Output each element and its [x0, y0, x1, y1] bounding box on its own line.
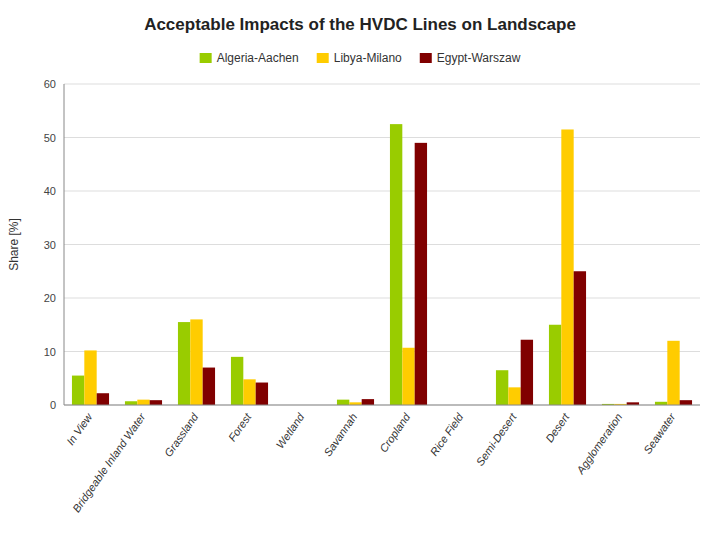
y-tick-label: 50 [44, 132, 56, 144]
bar [496, 370, 508, 405]
bar [137, 400, 149, 405]
bar [667, 341, 679, 405]
x-tick-label: Semi-Desert [474, 410, 519, 468]
bar [125, 401, 137, 405]
bar [574, 271, 586, 405]
legend-swatch [317, 53, 329, 63]
x-tick-label: Seawater [641, 410, 678, 456]
legend: Algeria-Aachen Libya-Milano Egypt-Warszaw [200, 51, 521, 65]
grid-line [64, 84, 700, 85]
bar [362, 399, 374, 405]
y-tick-label: 10 [44, 346, 56, 358]
bar [415, 143, 427, 405]
grid-line [64, 298, 700, 299]
x-axis-line [64, 405, 700, 406]
y-tick-label: 30 [44, 239, 56, 251]
bar [402, 348, 414, 405]
x-tick-label: Forest [226, 410, 254, 443]
legend-item: Libya-Milano [317, 51, 402, 65]
bar [178, 322, 190, 405]
x-tick-label: Desert [543, 410, 572, 444]
bar [231, 357, 243, 405]
bar [72, 376, 84, 405]
bar [150, 400, 162, 405]
y-axis-label: Share [%] [7, 218, 21, 271]
grid-line [64, 137, 700, 138]
bar [390, 124, 402, 405]
legend-item: Algeria-Aachen [200, 51, 299, 65]
x-tick-label: Bridgeable Inland Water [70, 410, 148, 514]
grid-line [64, 244, 700, 245]
bar [190, 319, 202, 405]
grid-line [64, 191, 700, 192]
title: Acceptable Impacts of the HVDC Lines on … [144, 15, 576, 34]
y-tick-label: 20 [44, 292, 56, 304]
bar [243, 379, 255, 405]
x-tick-label: Wetland [274, 410, 307, 450]
x-tick-label: Agglomeration [573, 411, 624, 477]
bar [549, 325, 561, 405]
bar [97, 393, 109, 405]
y-tick-label: 60 [44, 78, 56, 90]
bar [256, 383, 268, 405]
y-tick-label: 40 [44, 185, 56, 197]
legend-label: Egypt-Warszaw [437, 51, 521, 65]
x-tick-label: Savannah [321, 411, 359, 458]
chart: Acceptable Impacts of the HVDC Lines on … [0, 0, 720, 540]
x-tick-label: In View [64, 410, 95, 447]
bar [203, 368, 215, 405]
x-tick-label: Grassland [162, 410, 201, 459]
bar [680, 400, 692, 405]
bar [561, 129, 573, 405]
legend-label: Libya-Milano [334, 51, 402, 65]
legend-swatch [420, 53, 432, 63]
grid-line [64, 405, 700, 406]
bars [72, 124, 692, 405]
legend-item: Egypt-Warszaw [420, 51, 521, 65]
y-tick-label: 0 [50, 399, 56, 411]
bar [521, 340, 533, 405]
grid [64, 84, 700, 405]
legend-label: Algeria-Aachen [217, 51, 299, 65]
y-axis-line [64, 84, 65, 405]
bar [84, 350, 96, 405]
bar [337, 400, 349, 405]
x-tick-label: Rice Field [428, 410, 466, 458]
bar [508, 387, 520, 405]
legend-swatch [200, 53, 212, 63]
x-tick-label: Cropland [377, 410, 413, 454]
grid-line [64, 351, 700, 352]
